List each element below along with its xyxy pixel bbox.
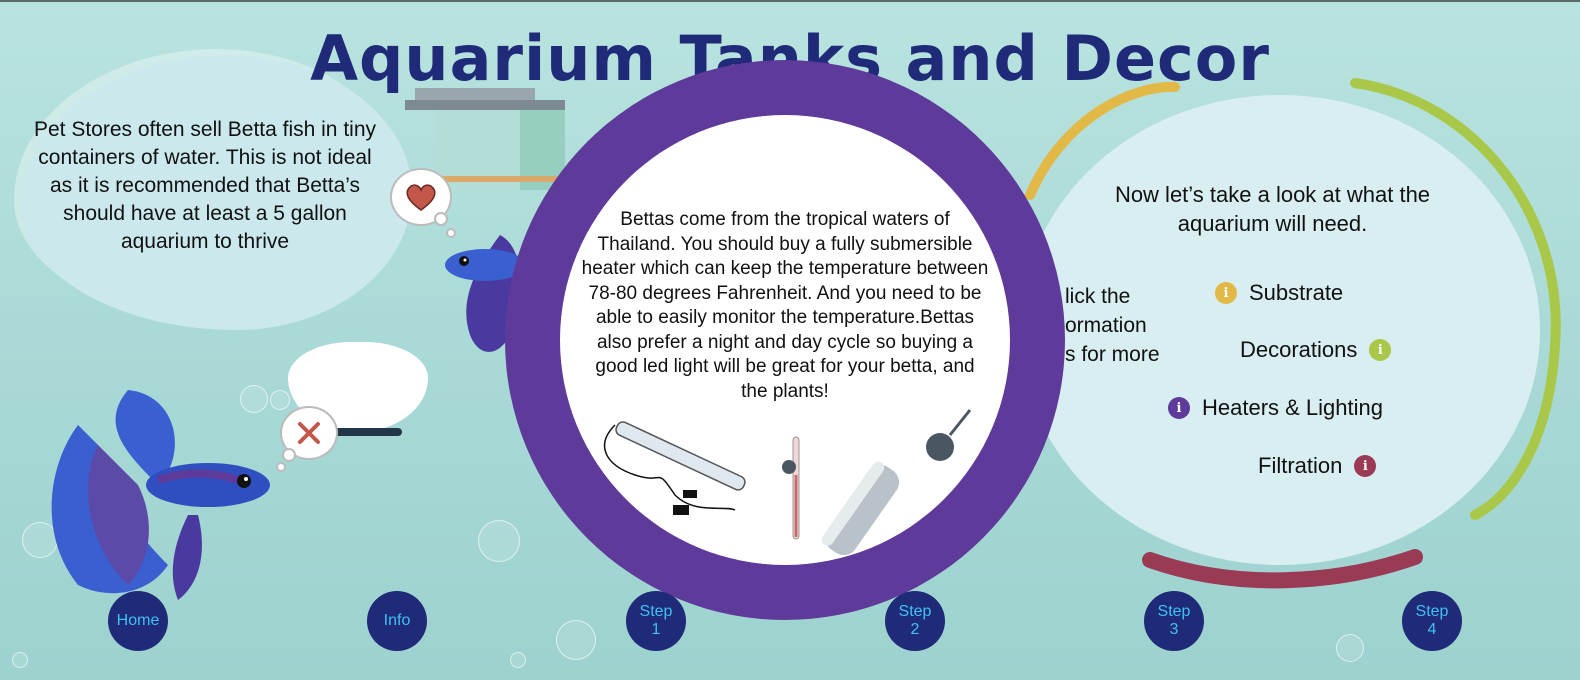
item-label: Heaters & Lighting xyxy=(1202,395,1383,420)
fish-bowl-stand xyxy=(330,428,402,436)
nav-step1-button[interactable]: Step 1 xyxy=(626,591,686,651)
bubble xyxy=(12,652,28,668)
right-intro-text: Now let’s take a look at what the aquari… xyxy=(1114,182,1431,236)
nav-home-button[interactable]: Home xyxy=(108,591,168,651)
left-info-text: Pet Stores often sell Betta fish in tiny… xyxy=(33,118,376,253)
heater-icon xyxy=(821,409,972,555)
reject-thought-bubble xyxy=(282,408,336,458)
item-label: Substrate xyxy=(1249,280,1344,305)
bubble xyxy=(510,652,526,668)
bubble xyxy=(556,620,596,660)
right-info-blob xyxy=(1020,95,1540,565)
bubble xyxy=(1336,634,1364,662)
item-decorations[interactable]: Decorations i xyxy=(1240,337,1392,363)
right-clipped-instructions: lick the ormation s for more xyxy=(1065,285,1160,366)
heart-thought-bubble xyxy=(392,170,450,224)
item-label: Filtration xyxy=(1258,453,1343,478)
thought-dot xyxy=(278,464,284,470)
bubble xyxy=(478,520,520,562)
nav-step2-button[interactable]: Step 2 xyxy=(885,591,945,651)
cross-icon xyxy=(298,422,320,444)
heart-icon xyxy=(406,184,436,211)
item-label: Decorations xyxy=(1240,337,1358,362)
center-popup xyxy=(560,115,1010,565)
nav-step4-button[interactable]: Step 4 xyxy=(1402,591,1462,651)
thought-dot xyxy=(448,230,454,236)
aquarium-tank-illustration xyxy=(405,88,565,190)
bubble xyxy=(240,385,268,413)
right-decorative-arcs xyxy=(1025,78,1561,589)
item-filtration[interactable]: Filtration i xyxy=(1258,453,1377,479)
top-border xyxy=(0,0,1580,2)
heater-light-thermometer-illustration xyxy=(604,409,972,555)
item-heaters-lighting[interactable]: i Heaters & Lighting xyxy=(1168,395,1383,421)
nav-step3-button[interactable]: Step 3 xyxy=(1144,591,1204,651)
led-light-icon xyxy=(604,421,746,515)
thermometer-icon xyxy=(782,436,800,540)
info-icon[interactable]: i xyxy=(1369,339,1392,361)
bubble xyxy=(22,522,58,558)
info-icon[interactable]: i xyxy=(1168,397,1190,419)
info-icon[interactable]: i xyxy=(1215,282,1237,304)
bubble xyxy=(270,390,290,410)
nav-info-button[interactable]: Info xyxy=(367,591,427,651)
info-icon[interactable]: i xyxy=(1354,455,1377,477)
left-info-blob xyxy=(22,55,412,330)
item-substrate[interactable]: i Substrate xyxy=(1215,280,1343,306)
betta-fish-large-illustration xyxy=(51,390,270,600)
center-popup-text: Bettas come from the tropical waters of … xyxy=(581,209,989,402)
thought-dot xyxy=(284,450,294,460)
thought-dot xyxy=(436,214,446,224)
